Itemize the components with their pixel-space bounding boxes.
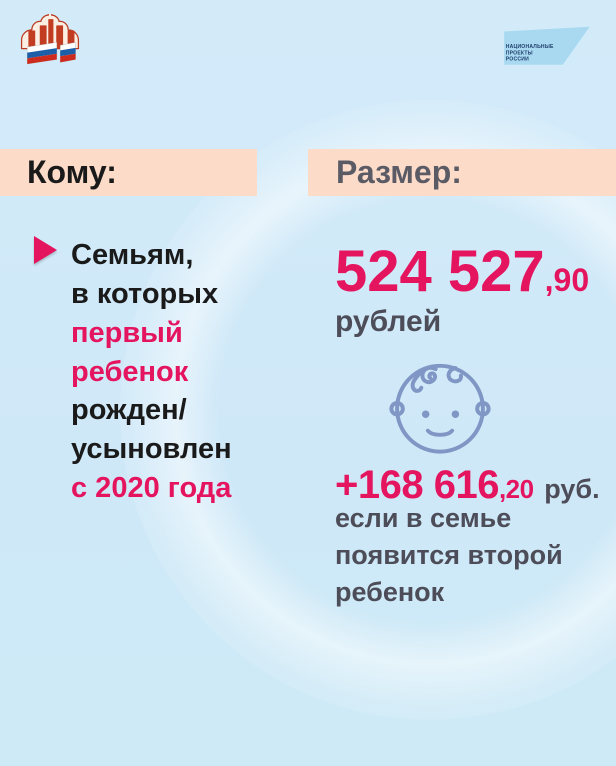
svg-text:НАЦИОНАЛЬНЫЕ: НАЦИОНАЛЬНЫЕ (506, 44, 554, 50)
svg-text:РОССИИ: РОССИИ (506, 57, 529, 63)
svg-text:ПРОЕКТЫ: ПРОЕКТЫ (506, 50, 533, 56)
